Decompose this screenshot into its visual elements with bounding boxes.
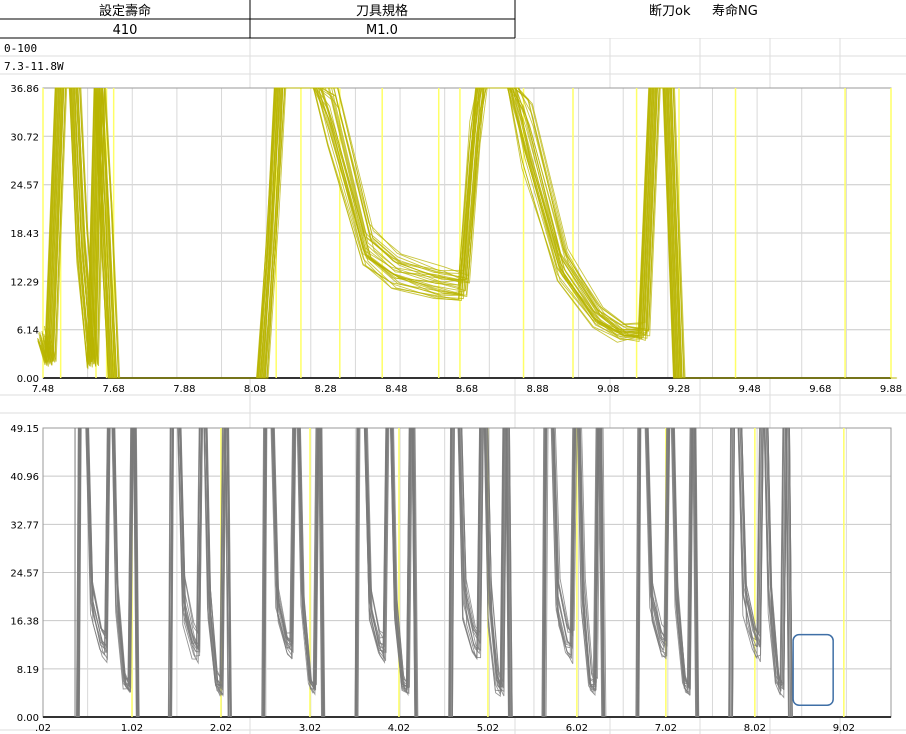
y-tick-label: 40.96 [10, 472, 39, 483]
x-tick-label: 9.68 [809, 384, 831, 395]
trace-line [42, 87, 891, 379]
trace-line [40, 87, 890, 379]
y-tick-label: 18.43 [10, 229, 39, 240]
x-tick-label: 2.02 [210, 723, 232, 734]
trace-line [168, 427, 230, 718]
upper-chart-y-ticks: 0.00 6.14 12.29 18.43 24.57 30.72 36.86 [10, 84, 39, 385]
lower-chart-traces [74, 427, 793, 718]
header-table: 設定壽命 410 刀具規格 M1.0 断刀ok 寿命NG [0, 0, 906, 39]
trace-line [263, 427, 325, 718]
x-tick-label: .02 [35, 723, 51, 734]
y-tick-label: 16.38 [10, 617, 39, 628]
lower-chart-x-ticks: .02 1.02 2.02 3.02 4.02 5.02 6.02 7.02 8.02 9.02 [35, 723, 855, 734]
x-tick-label: 9.88 [880, 384, 902, 395]
trace-line [38, 87, 887, 379]
x-tick-label: 7.02 [655, 723, 677, 734]
x-tick-label: 7.48 [32, 384, 54, 395]
x-tick-label: 9.02 [833, 723, 855, 734]
trace-line [451, 427, 513, 718]
trace-line [541, 427, 603, 718]
y-tick-label: 6.14 [17, 326, 39, 337]
x-tick-label: 4.02 [388, 723, 410, 734]
x-tick-label: 3.02 [299, 723, 321, 734]
y-tick-label: 0.00 [17, 713, 39, 724]
x-tick-label: 7.68 [103, 384, 125, 395]
x-tick-label: 5.02 [477, 723, 499, 734]
x-tick-label: 8.28 [315, 384, 337, 395]
y-tick-label: 36.86 [10, 84, 39, 95]
x-tick-label: 7.88 [173, 384, 195, 395]
header-lifespan-value[interactable]: 410 [113, 23, 138, 38]
y-tick-label: 8.19 [17, 665, 39, 676]
header-tool-spec-value[interactable]: M1.0 [366, 23, 398, 38]
lower-chart-grid [42, 427, 892, 718]
x-tick-label: 8.02 [744, 723, 766, 734]
y-tick-label: 0.00 [17, 374, 39, 385]
y-tick-label: 24.57 [10, 569, 39, 580]
x-tick-label: 9.08 [597, 384, 619, 395]
trace-line [76, 427, 137, 718]
x-tick-label: 8.08 [244, 384, 266, 395]
x-tick-label: 9.28 [668, 384, 690, 395]
x-tick-label: 6.02 [566, 723, 588, 734]
lower-chart: 0.00 8.19 16.38 24.57 32.77 40.96 49.15 .02 1.0… [10, 424, 892, 734]
status-life-ng[interactable]: 寿命NG [712, 3, 758, 19]
upper-chart-traces [36, 87, 898, 379]
x-tick-label: 8.48 [385, 384, 407, 395]
trace-line [43, 87, 893, 379]
lower-chart-y-ticks: 0.00 8.19 16.38 24.57 32.77 40.96 49.15 [10, 424, 39, 724]
x-tick-label: 9.48 [739, 384, 761, 395]
trace-line [448, 427, 509, 718]
trace-line [636, 427, 698, 718]
x-tick-label: 8.68 [456, 384, 478, 395]
trace-line [356, 427, 417, 718]
y-tick-label: 24.57 [10, 181, 39, 192]
header-lifespan-label[interactable]: 設定壽命 [99, 3, 151, 19]
x-tick-label: 8.88 [527, 384, 549, 395]
x-tick-label: 1.02 [121, 723, 143, 734]
y-tick-label: 49.15 [10, 424, 39, 435]
header-tool-spec-label[interactable]: 刀具規格 [356, 3, 408, 19]
highlight-box[interactable] [792, 633, 834, 706]
trace-line [39, 87, 888, 379]
status-breakage-ok[interactable]: 断刀ok [649, 4, 691, 19]
y-tick-label: 12.29 [10, 277, 39, 288]
trace-line [171, 427, 232, 718]
trace-line [728, 427, 790, 718]
trace-line [45, 87, 894, 379]
note-power[interactable]: 7.3-11.8W [4, 60, 64, 73]
y-tick-label: 30.72 [10, 132, 39, 143]
upper-chart-x-ticks: 7.48 7.68 7.88 8.08 8.28 8.48 8.68 8.88 9.08 9.28… [32, 384, 902, 395]
trace-line [39, 87, 888, 379]
trace-line [731, 427, 793, 718]
note-range[interactable]: 0-100 [4, 42, 37, 55]
y-tick-label: 32.77 [10, 520, 39, 531]
